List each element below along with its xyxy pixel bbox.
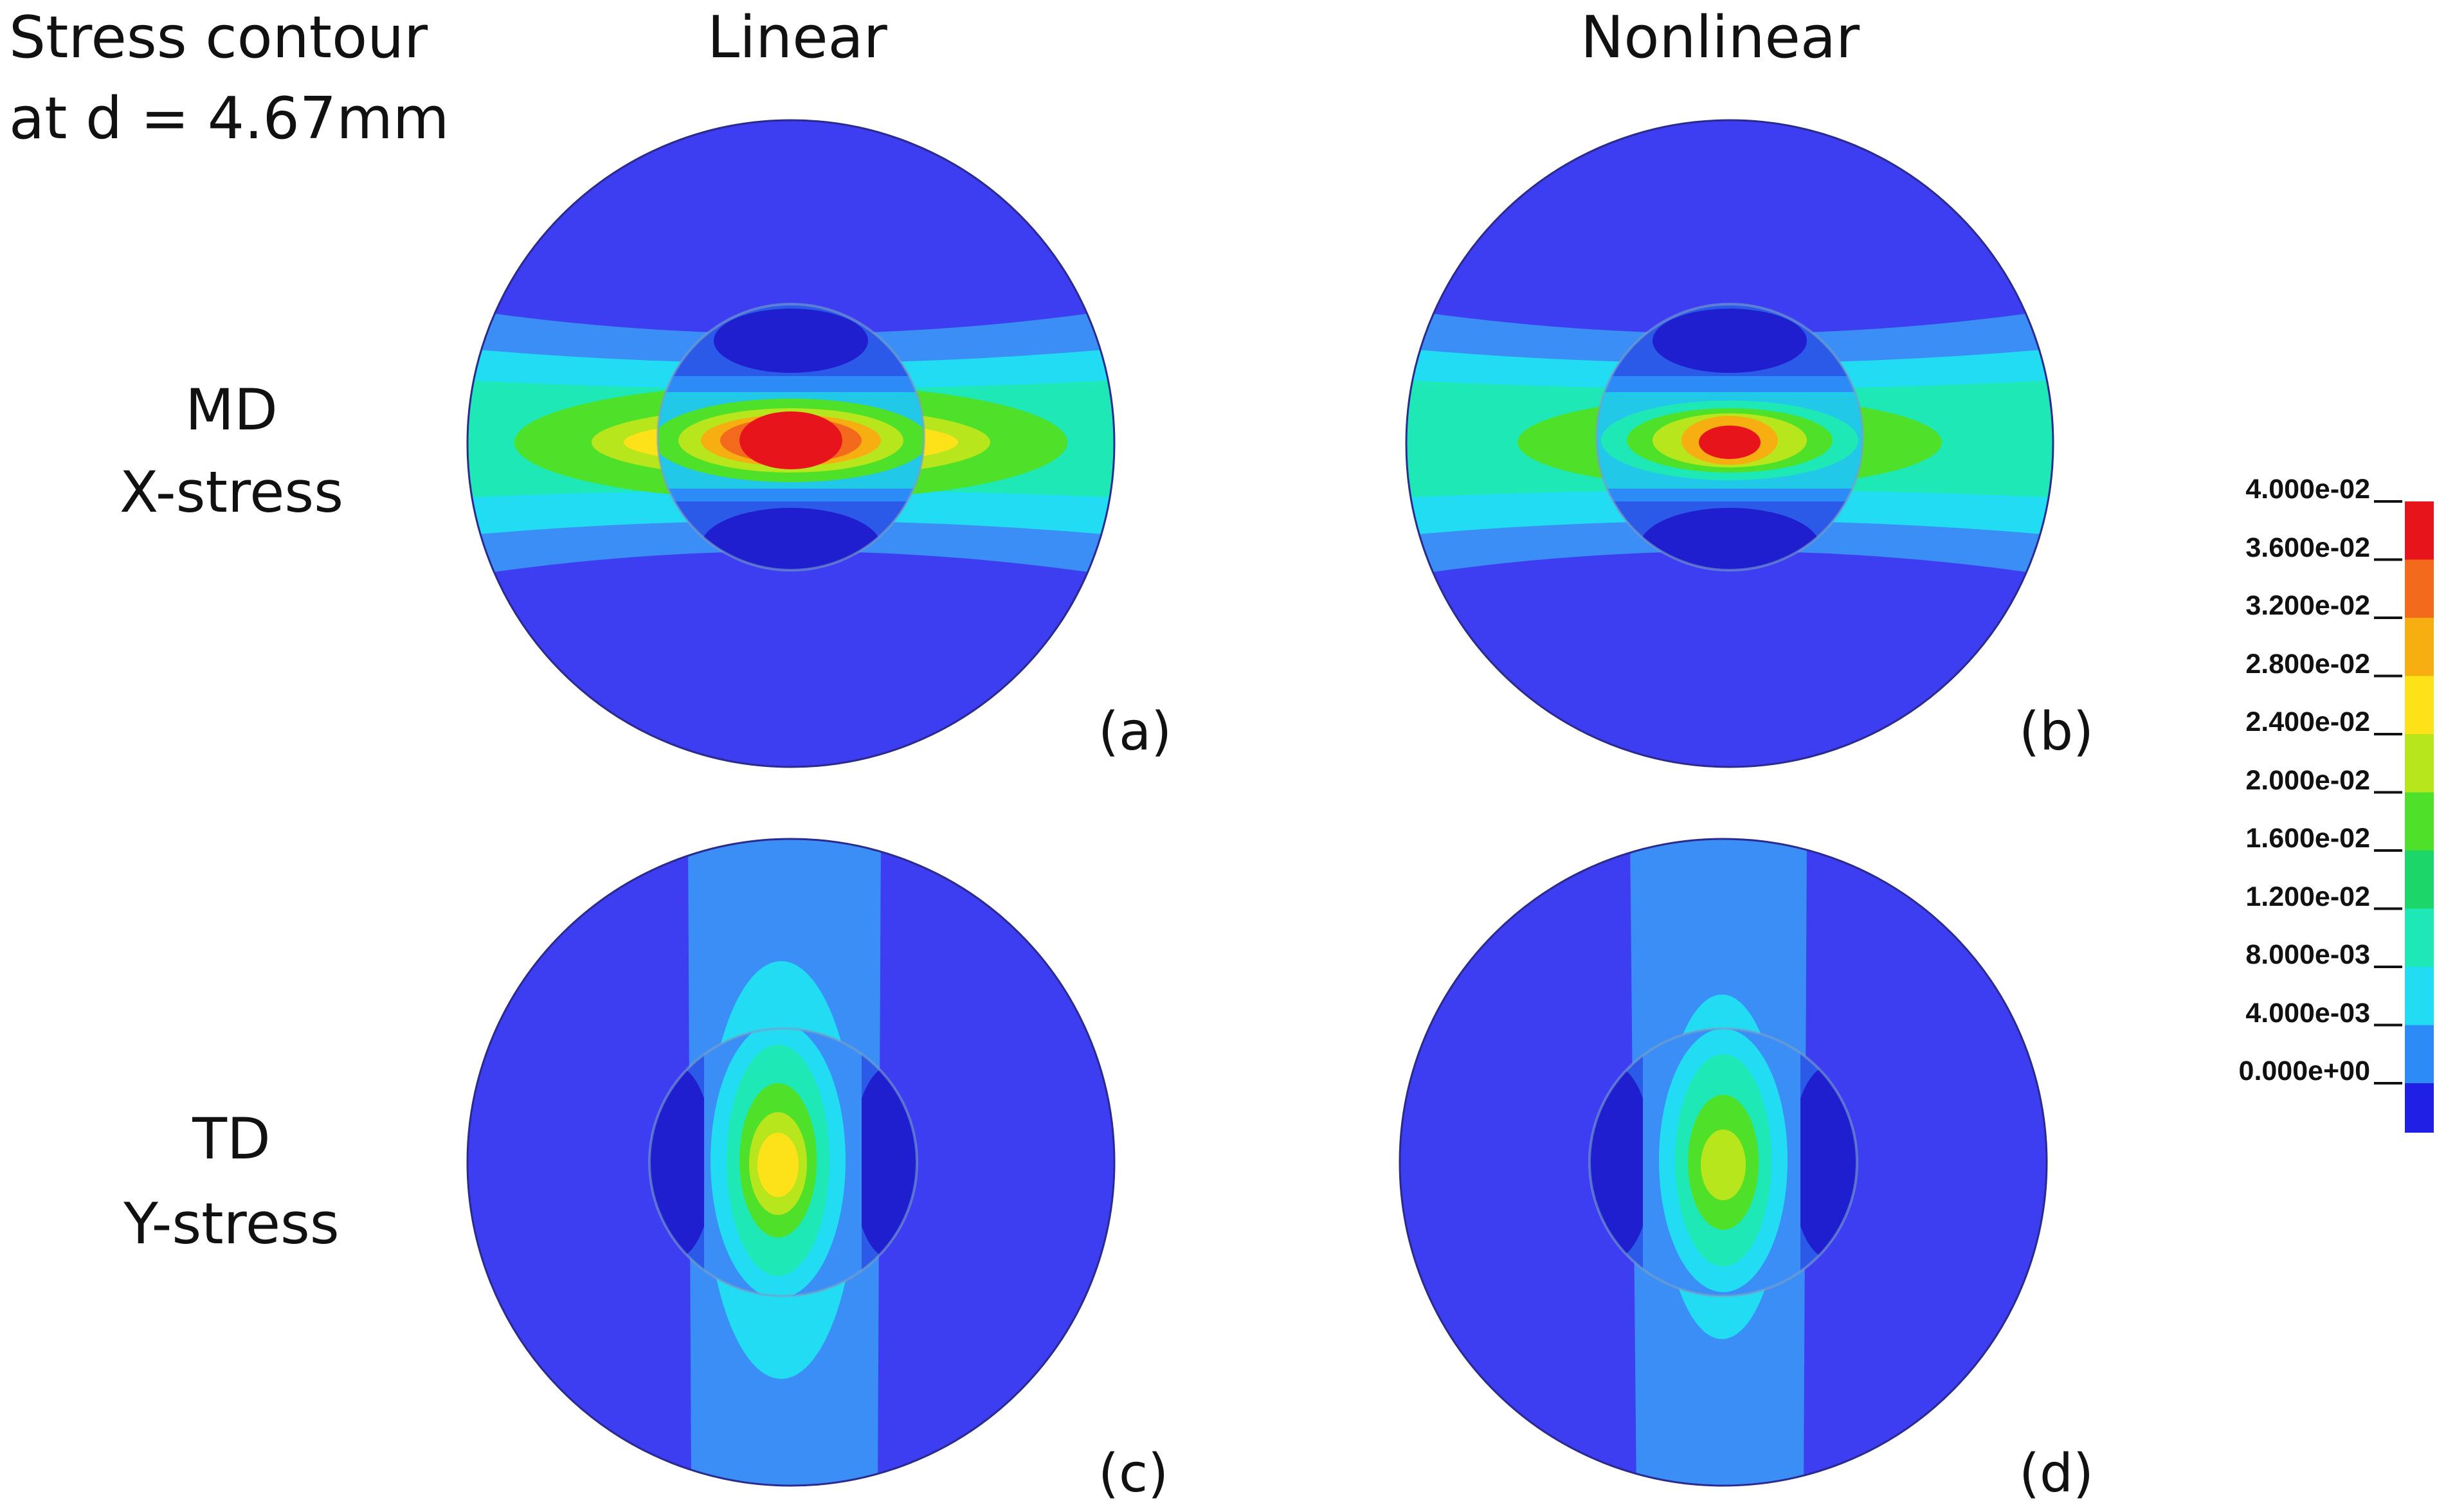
legend-swatch: [2405, 792, 2434, 851]
row-label-md: MD: [185, 377, 278, 443]
legend-tick-label: 3.200e-02: [2245, 590, 2370, 621]
panel-b-indenter: [1597, 304, 1863, 570]
legend-swatch: [2405, 501, 2434, 560]
legend-tick-label: 0.000e+00: [2238, 1056, 2370, 1086]
legend-swatch: [2405, 908, 2434, 967]
legend-colorbar: [2374, 500, 2434, 1133]
legend-tick-label: 4.000e-02: [2245, 474, 2370, 505]
figure-title-line2: at d = 4.67mm: [9, 85, 449, 152]
legend-tick-label: 2.800e-02: [2245, 648, 2370, 680]
legend-tick-label: 1.200e-02: [2245, 881, 2370, 912]
row-label-y-stress: Y-stress: [123, 1191, 340, 1257]
column-header-linear: Linear: [707, 4, 887, 71]
legend-tick-label: 4.000e-03: [2245, 997, 2370, 1029]
legend-swatch: [2405, 1025, 2434, 1083]
legend-swatch: [2405, 967, 2434, 1025]
legend-swatch: [2405, 676, 2434, 734]
row-label-x-stress: X-stress: [119, 459, 344, 525]
legend-tick-label: 1.600e-02: [2245, 823, 2370, 854]
panel-c-indenter: [649, 1029, 917, 1296]
panel-a-indenter: [658, 304, 924, 570]
legend-swatch: [2405, 1083, 2434, 1133]
legend-tick-label: 8.000e-03: [2245, 939, 2370, 970]
panel-label-b: (b): [2019, 701, 2094, 762]
panel-label-d: (d): [2019, 1443, 2094, 1504]
figure-title-line1: Stress contour: [9, 4, 428, 71]
panel-d-indenter: [1590, 1029, 1857, 1296]
legend-tick-label: 2.400e-02: [2245, 706, 2370, 737]
legend-tick-label: 3.600e-02: [2245, 532, 2370, 563]
legend-swatch: [2405, 851, 2434, 909]
panel-label-c: (c): [1098, 1443, 1169, 1504]
legend-swatch: [2405, 734, 2434, 793]
legend-tick-label: 2.000e-02: [2245, 764, 2370, 796]
legend-swatch: [2405, 618, 2434, 676]
legend-swatch: [2405, 559, 2434, 618]
column-header-nonlinear: Nonlinear: [1581, 4, 1860, 71]
panel-label-a: (a): [1098, 701, 1172, 762]
row-label-td: TD: [192, 1106, 271, 1172]
